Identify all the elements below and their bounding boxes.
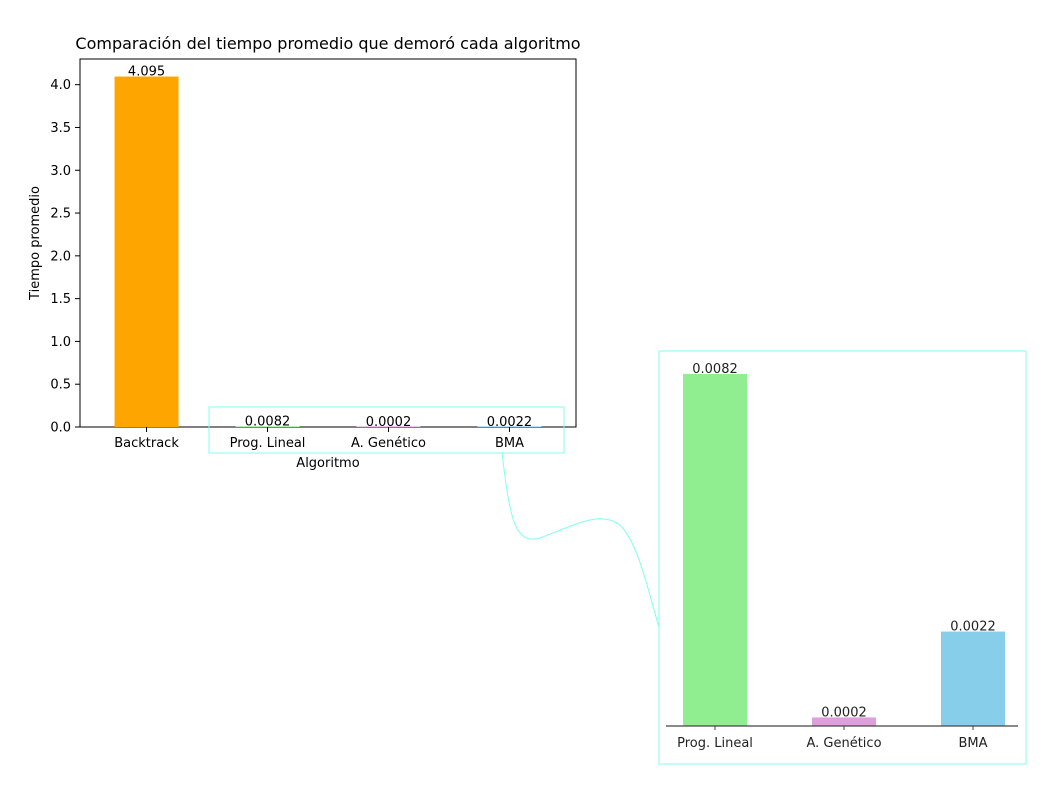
y-tick-label: 2.5 [50,207,71,222]
main-plot-area: 0.0 0.5 1.0 1.5 2.0 2.5 3.0 3.5 4.0 Backtrack 4.09… [50,58,577,451]
y-tick-label: 3.0 [50,164,71,179]
zoom-connector-line [501,452,661,631]
y-tick-label: 3.5 [50,121,71,136]
chart-title: Comparación del tiempo promedio que demo… [75,34,580,53]
x-tick-label: Backtrack [114,436,179,451]
inset-bar-value-label: 0.0082 [692,362,738,377]
bar-value-label: 0.0022 [487,415,533,430]
bar [356,426,421,427]
bar-value-label: 4.095 [128,65,165,80]
y-tick-label: 0.5 [50,378,71,393]
zoom-selection-box [208,406,565,454]
bar [114,76,179,427]
inset-x-tick-label: A. Genético [806,736,881,751]
x-tick-label: BMA [495,436,524,451]
y-axis-label: Tiempo promedio [28,186,43,301]
zoom-inset-plot: Prog. Lineal 0.0082 A. Genético 0.0002 BMA 0.… [666,362,1018,751]
inset-bar [941,631,1005,726]
bar [235,426,300,427]
x-tick-label: A. Genético [351,436,426,451]
inset-bar [812,717,876,726]
y-tick-label: 4.0 [50,78,71,93]
y-tick-label: 1.5 [50,292,71,307]
bar-value-label: 0.0002 [366,415,412,430]
bar [477,426,542,427]
y-tick-label: 1.0 [50,335,71,350]
x-axis-label: Algoritmo [296,456,359,471]
bar-value-label: 0.0082 [245,414,291,429]
plot-frame [79,58,577,428]
inset-bar-value-label: 0.0002 [821,705,867,720]
inset-bar [683,374,747,726]
inset-bar-value-label: 0.0022 [950,620,996,635]
x-tick-label: Prog. Lineal [230,436,306,451]
y-tick-label: 0.0 [50,421,71,436]
y-tick-label: 2.0 [50,249,71,264]
inset-x-tick-label: BMA [958,736,987,751]
inset-x-tick-label: Prog. Lineal [677,736,753,751]
